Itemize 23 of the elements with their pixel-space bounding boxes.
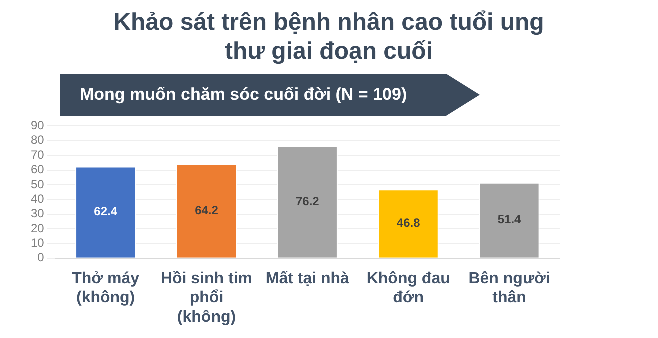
arrow-banner: Mong muốn chăm sóc cuối đời (N = 109) [60,74,480,116]
y-tick-label: 50 [30,177,45,192]
y-tick-label: 10 [30,236,45,250]
y-tick-label: 70 [30,148,45,162]
y-tick-label: 90 [30,118,45,133]
y-tick-label: 60 [30,162,45,177]
x-tick-label: Hồi sinh tim phổi (không) [160,270,253,326]
data-label: 46.8 [396,216,421,230]
x-tick-label: Bên người thân [468,270,550,307]
y-tick-label: 20 [30,221,45,236]
chart-subtitle: Mong muốn chăm sóc cuối đời (N = 109) [80,85,408,105]
x-tick-label: Thở máy (không) [72,270,140,307]
data-label: 64.2 [195,203,219,218]
y-tick-label: 0 [38,250,45,265]
y-tick-label: 30 [30,206,45,221]
chart-title: Khảo sát trên bệnh nhân cao tuổi ung thư giai đoạn cuối [112,8,546,66]
y-tick-label: 80 [30,133,45,148]
data-label: 62.4 [94,204,118,219]
data-label: 51.4 [498,212,522,227]
x-tick-label: Mất tại nhà [266,270,350,288]
y-tick-label: 40 [30,192,45,206]
data-label: 76.2 [296,194,320,208]
x-tick-label: Không đau đớn [366,270,450,307]
